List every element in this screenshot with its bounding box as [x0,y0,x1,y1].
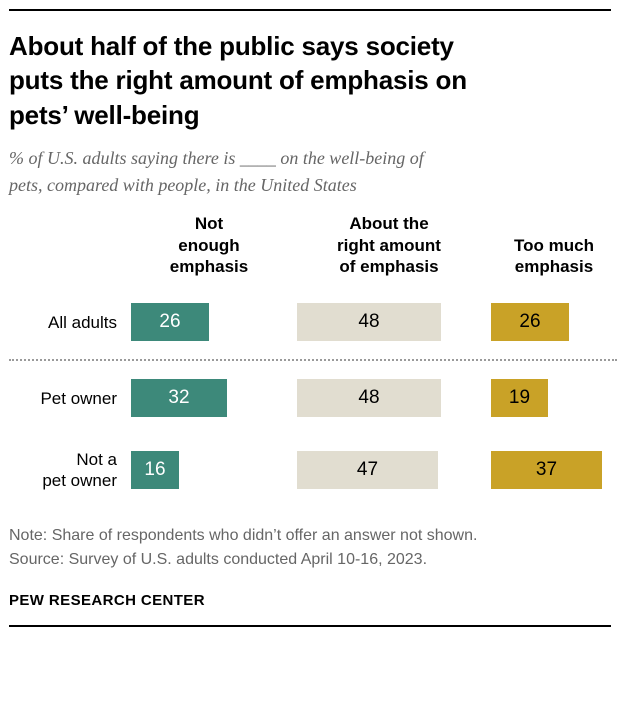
bar-value-label: 37 [535,459,558,481]
bar-cell-not-a-pet-owner-right-amount: 47 [297,451,481,490]
bar-cell-all-adults-not-enough: 26 [131,303,287,342]
bar-pet-owner-too-much: 19 [491,379,548,418]
dotted-separator [9,359,617,362]
bottom-rule [9,624,611,627]
bar-all-adults-too-much: 26 [491,303,569,342]
bar-not-a-pet-owner-not-enough: 16 [131,451,179,490]
top-rule [9,9,611,11]
row-label-pet-owner: Pet owner [40,388,117,408]
row-label-all-adults: All adults [48,312,117,332]
header-spacer [9,213,121,287]
note-text: Note: Share of respondents who didn’t of… [9,526,478,544]
bar-all-adults-right-amount: 48 [297,303,441,342]
bar-cell-not-a-pet-owner-too-much: 37 [491,451,617,490]
bar-not-a-pet-owner-too-much: 37 [491,451,602,490]
chart-subtitle: % of U.S. adults saying there is ____ on… [9,147,424,195]
bar-chart: Not enough emphasis About the right amou… [9,213,617,508]
source-text: Source: Survey of U.S. adults conducted … [9,550,428,568]
bar-value-label: 19 [508,387,531,409]
bar-pet-owner-not-enough: 32 [131,379,227,418]
page-title: About half of the public says society pu… [9,31,467,130]
bar-value-label: 32 [168,387,190,409]
bar-cell-all-adults-right-amount: 48 [297,303,481,342]
column-header-too-much-emphasis: Too much emphasis [514,235,594,277]
bar-cell-all-adults-too-much: 26 [491,303,617,342]
pew-research-center-brand: PEW RESEARCH CENTER [9,591,205,609]
bar-all-adults-not-enough: 26 [131,303,209,342]
bar-pet-owner-right-amount: 48 [297,379,441,418]
bar-cell-pet-owner-right-amount: 48 [297,379,481,418]
bar-value-label: 26 [519,311,541,333]
bar-value-label: 47 [356,459,379,481]
bar-cell-pet-owner-too-much: 19 [491,379,617,418]
bar-cell-not-a-pet-owner-not-enough: 16 [131,451,287,490]
footnotes: Note: Share of respondents who didn’t of… [9,524,611,572]
bar-cell-pet-owner-not-enough: 32 [131,379,287,418]
bar-value-label: 26 [159,311,181,333]
bar-value-label: 48 [358,311,380,333]
chart-card: About half of the public says society pu… [9,9,617,627]
row-label-not-a-pet-owner: Not a pet owner [42,450,117,491]
column-header-right-amount-of-emphasis: About the right amount of emphasis [337,213,441,277]
bar-value-label: 48 [358,387,380,409]
bar-value-label: 16 [144,459,166,481]
column-header-not-enough-emphasis: Not enough emphasis [169,213,249,277]
bar-not-a-pet-owner-right-amount: 47 [297,451,438,490]
